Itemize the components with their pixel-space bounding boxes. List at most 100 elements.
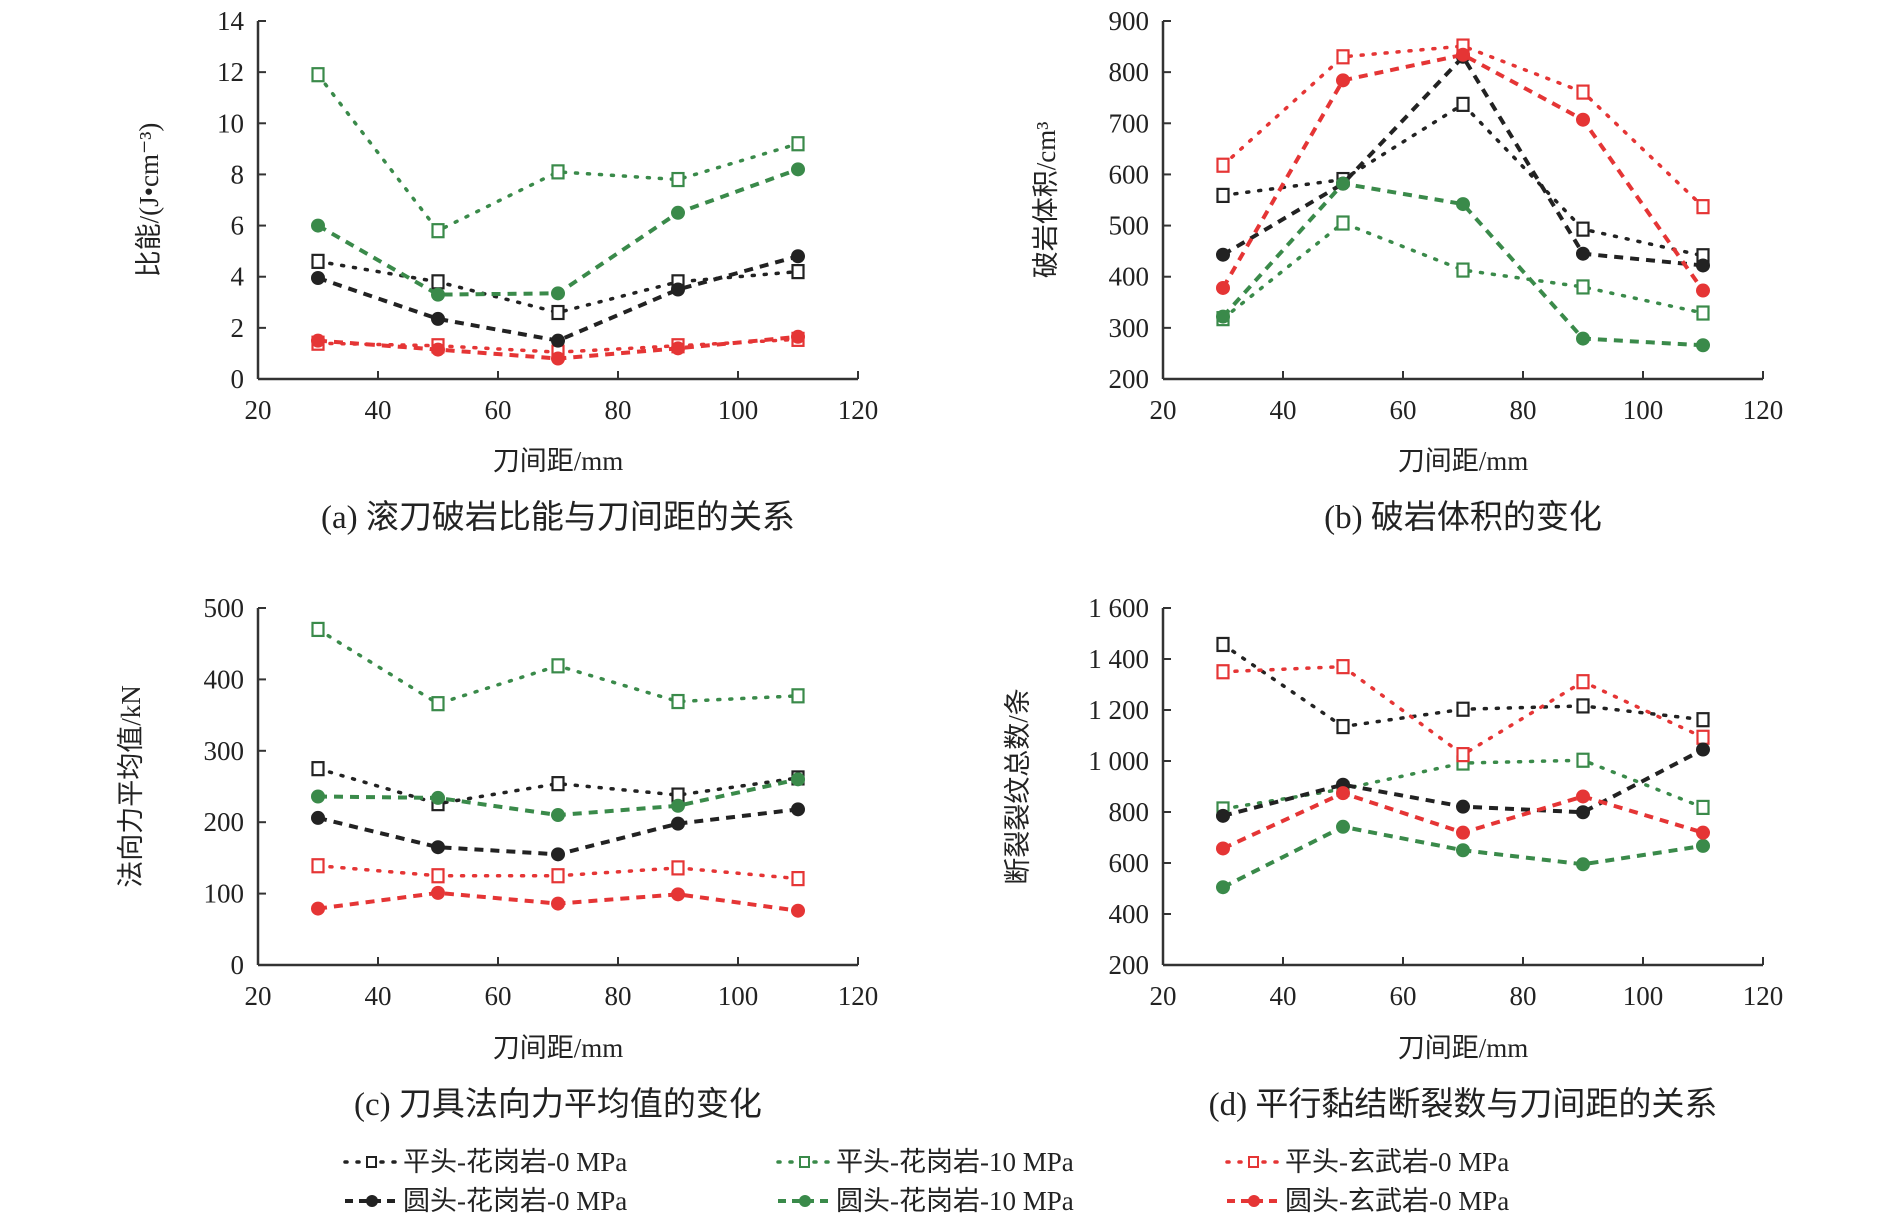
x-tick-label: 60 — [485, 395, 512, 425]
series-round-black — [1216, 49, 1710, 273]
legend: 平头-花岗岩-0 MPa 平头-花岗岩-10 MPa 平头-玄武岩-0 MPa 圆头-… — [343, 1147, 1509, 1216]
data-point-circle — [551, 333, 565, 348]
data-point-square — [1216, 664, 1230, 680]
data-point-square — [551, 868, 565, 884]
data-point-circle — [1216, 841, 1230, 856]
x-tick-label: 100 — [1623, 395, 1664, 425]
data-point-square — [311, 621, 325, 638]
series-flat-red — [311, 858, 805, 887]
data-point-circle — [1696, 838, 1710, 853]
y-tick-label: 1 600 — [1088, 593, 1149, 623]
data-point-square — [311, 761, 325, 777]
series-line — [1221, 102, 1705, 258]
data-point-circle — [431, 840, 445, 855]
y-tick-label: 0 — [231, 364, 245, 394]
data-point-circle — [1456, 843, 1470, 858]
data-point-square — [1576, 752, 1590, 768]
data-point-square — [551, 776, 565, 792]
series-flat-green — [1216, 215, 1710, 327]
legend-label: 圆头-花岗岩-0 MPa — [403, 1186, 627, 1216]
data-point-circle — [311, 218, 325, 233]
series-line — [1221, 52, 1705, 292]
data-point-square — [431, 868, 445, 884]
data-point-circle — [551, 847, 565, 862]
data-point-circle — [1216, 880, 1230, 895]
y-tick-label: 8 — [231, 159, 245, 189]
legend-item: 平头-花岗岩-10 MPa — [776, 1147, 1074, 1177]
legend-item: 圆头-玄武岩-0 MPa — [1227, 1186, 1509, 1216]
data-point-circle — [791, 249, 805, 264]
y-tick-label: 300 — [1109, 313, 1150, 343]
data-point-circle — [791, 772, 805, 787]
series-round-red — [311, 329, 805, 366]
data-point-circle — [1336, 176, 1350, 191]
legend-label: 平头-玄武岩-0 MPa — [1285, 1147, 1509, 1177]
data-point-circle — [791, 162, 805, 177]
y-tick-label: 2 — [231, 313, 245, 343]
data-point-circle — [1576, 857, 1590, 872]
x-tick-label: 80 — [605, 981, 632, 1011]
legend-label: 圆头-玄武岩-0 MPa — [1285, 1186, 1509, 1216]
series-line — [1221, 181, 1704, 348]
data-point-circle — [1336, 73, 1350, 88]
data-point-square — [1576, 84, 1590, 100]
data-point-circle — [791, 903, 805, 918]
series-round-green — [1216, 819, 1710, 895]
data-point-square — [671, 693, 685, 710]
data-point-square — [311, 253, 325, 269]
series-round-red — [1216, 786, 1710, 856]
data-point-circle — [1216, 808, 1230, 823]
x-tick-label: 100 — [718, 395, 759, 425]
data-point-square — [1336, 659, 1350, 675]
data-point-circle — [791, 802, 805, 817]
data-point-circle — [551, 351, 565, 366]
data-point-square — [1696, 199, 1710, 215]
data-point-square — [1576, 279, 1590, 295]
data-point-circle — [431, 790, 445, 805]
data-point-square — [1696, 305, 1710, 321]
data-point-square — [1336, 49, 1350, 65]
legend-label: 平头-花岗岩-0 MPa — [403, 1147, 627, 1177]
y-tick-label: 6 — [231, 211, 245, 241]
x-tick-label: 60 — [485, 981, 512, 1011]
series-line — [1221, 53, 1704, 268]
data-point-circle — [1576, 112, 1590, 127]
y-tick-label: 500 — [204, 593, 245, 623]
series-round-red — [311, 885, 805, 918]
legend-label: 圆头-花岗岩-10 MPa — [836, 1186, 1074, 1216]
data-point-circle — [1336, 786, 1350, 801]
x-tick-label: 120 — [1743, 395, 1784, 425]
y-tick-label: 700 — [1109, 108, 1150, 138]
data-point-square — [1216, 157, 1230, 173]
series-flat-black — [1216, 636, 1710, 735]
series-flat-red — [1216, 38, 1710, 215]
x-tick-label: 20 — [245, 395, 272, 425]
x-tick-label: 20 — [1150, 395, 1177, 425]
data-point-square — [431, 223, 445, 239]
data-point-circle — [1576, 246, 1590, 261]
data-point-circle — [671, 816, 685, 831]
data-point-square — [1576, 674, 1590, 690]
y-tick-label: 500 — [1109, 211, 1150, 241]
y-tick-label: 0 — [231, 950, 245, 980]
x-tick-label: 80 — [1510, 981, 1537, 1011]
data-point-circle — [551, 286, 565, 301]
y-axis-title: 断裂裂纹总数/条 — [1003, 688, 1033, 885]
y-tick-label: 1 400 — [1088, 644, 1149, 674]
y-axis-title: 比能/(J•cm⁻³) — [134, 123, 164, 278]
legend-item: 平头-花岗岩-0 MPa — [343, 1147, 627, 1177]
data-point-square — [791, 688, 805, 704]
series-line — [317, 167, 799, 297]
y-tick-label: 200 — [1109, 950, 1150, 980]
data-point-circle — [1456, 825, 1470, 840]
y-tick-label: 12 — [217, 57, 244, 87]
data-point-circle — [431, 311, 445, 326]
y-tick-label: 10 — [217, 108, 244, 138]
data-point-square — [1456, 701, 1470, 717]
series-round-black — [1216, 742, 1710, 823]
data-point-circle — [1576, 805, 1590, 820]
x-tick-label: 20 — [1150, 981, 1177, 1011]
legend-marker-circle — [1248, 1195, 1260, 1207]
data-point-square — [551, 164, 565, 180]
